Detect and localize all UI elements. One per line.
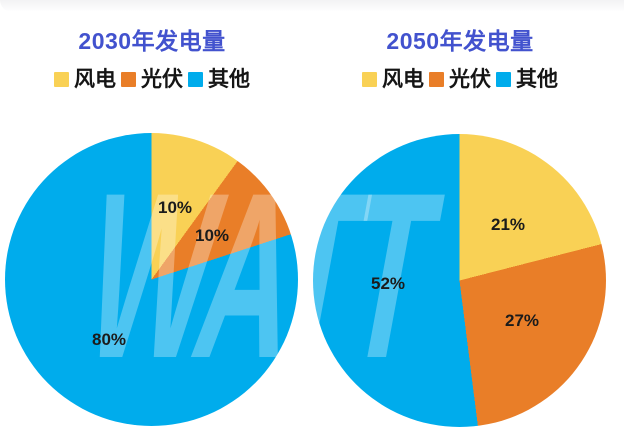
pie-chart-2050: 21% 27% 52%	[313, 134, 606, 427]
pie-2050-wind-value-label: 21%	[490, 215, 526, 234]
pie-chart-2030: 10% 10% 80%	[5, 133, 298, 426]
chart-2050-title: 2050年发电量	[386, 28, 534, 54]
chart-2050-legend: 风电 光伏 其他	[310, 69, 610, 90]
legend-label-solar: 光伏	[449, 68, 491, 91]
chart-2030-header: 2030年发电量 风电 光伏 其他	[2, 0, 302, 90]
chart-2030-title: 2030年发电量	[78, 28, 226, 54]
legend-label-wind: 风电	[382, 68, 424, 91]
legend-label-other: 其他	[516, 68, 558, 91]
pie-2030-wind-value-label: 10%	[157, 198, 193, 217]
pie-2050-other-value-label: 52%	[370, 274, 406, 293]
legend-label-solar: 光伏	[141, 68, 183, 91]
legend-swatch-other	[188, 72, 203, 87]
legend-swatch-wind	[54, 72, 69, 87]
pie-2050-solar-value-label: 27%	[504, 311, 540, 330]
legend-label-other: 其他	[208, 68, 250, 91]
legend-label-wind: 风电	[74, 68, 116, 91]
legend-swatch-solar	[121, 72, 136, 87]
pie-2030-solar-value-label: 10%	[194, 226, 230, 245]
chart-2050-header: 2050年发电量 风电 光伏 其他	[310, 0, 610, 90]
chart-2030-legend: 风电 光伏 其他	[2, 69, 302, 90]
legend-swatch-wind	[362, 72, 377, 87]
legend-swatch-solar	[429, 72, 444, 87]
pie-2030-other-value-label: 80%	[91, 330, 127, 349]
legend-swatch-other	[496, 72, 511, 87]
